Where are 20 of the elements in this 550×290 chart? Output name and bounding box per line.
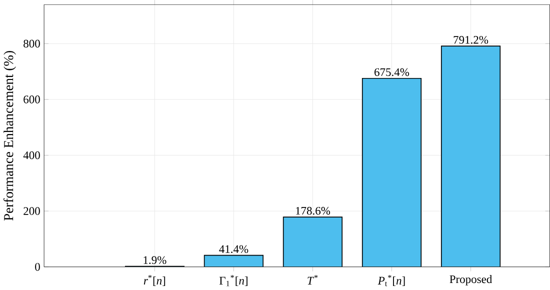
y-tick-label: 400 bbox=[23, 152, 40, 160]
data-label: 675.4% bbox=[374, 68, 410, 76]
y-tick-label: 600 bbox=[24, 96, 40, 104]
x-tick-label: Proposed bbox=[450, 275, 492, 286]
data-label: 1.9% bbox=[144, 256, 166, 264]
x-tick-label: P$_{t}$$^{*}$[n] bbox=[378, 275, 405, 286]
data-label: 41.4% bbox=[219, 245, 248, 254]
y-tick-label: 0 bbox=[35, 263, 40, 271]
bar bbox=[283, 217, 342, 267]
bar bbox=[440, 46, 501, 267]
x-tick-label: Γ$_{1}$$^{*}$[n] bbox=[219, 275, 248, 286]
y-axis-title: Performance Enhancement (%) bbox=[3, 51, 16, 221]
data-label: 178.6% bbox=[296, 207, 330, 215]
bar bbox=[204, 255, 264, 267]
bar bbox=[362, 78, 422, 267]
x-tick-label: T$^{*}$ bbox=[308, 275, 318, 285]
y-tick-label: 200 bbox=[24, 207, 40, 216]
x-tick-label: r$^{*}$[n] bbox=[144, 275, 166, 286]
data-label: 791.2% bbox=[454, 36, 488, 44]
y-tick-label: 800 bbox=[24, 40, 40, 48]
